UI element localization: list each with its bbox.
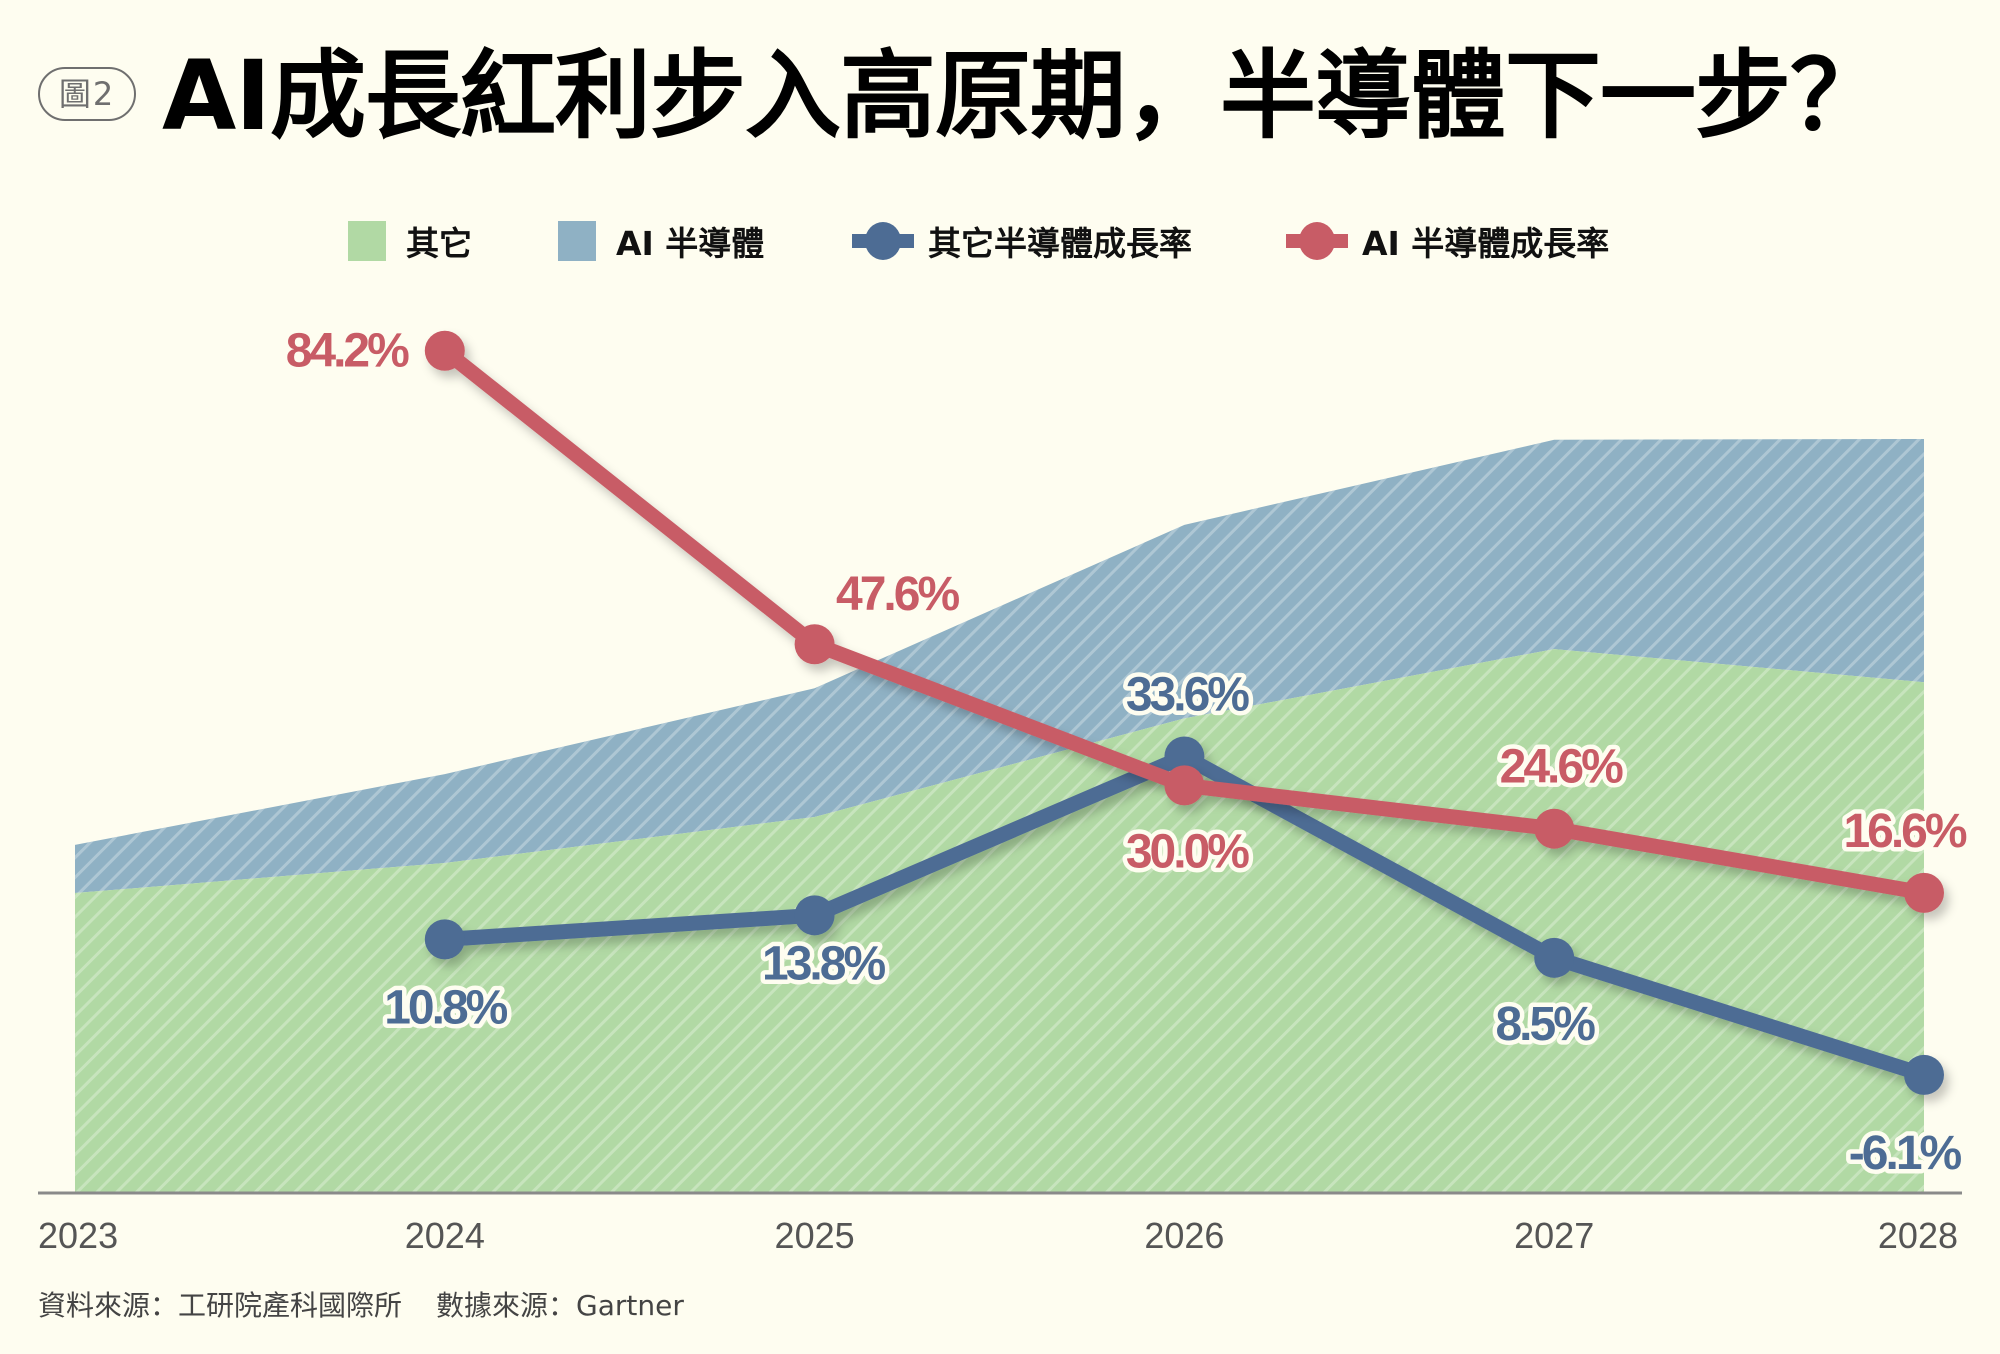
- ai-growth-point: [794, 624, 835, 665]
- ai-growth-data-label: 84.2%: [286, 325, 409, 378]
- legend-line-marker-icon: [1286, 221, 1348, 261]
- ai-growth-data-label: 24.6%: [1500, 741, 1623, 794]
- figure-number-badge: 圖2: [38, 67, 136, 121]
- other-growth-data-label: -6.1%: [1849, 1127, 1962, 1180]
- source-data: 數據來源：Gartner: [436, 1289, 684, 1322]
- other-growth-point: [1904, 1054, 1944, 1095]
- data-labels: 10.8% 13.8% 33.6% 8.5% -6.1% 84.2% 47.6% 30.0% 2…: [281, 320, 1974, 1184]
- other-growth-data-label: 13.8%: [762, 937, 885, 990]
- legend-item-ai-growth: AI 半導體成長率: [1286, 216, 1609, 266]
- legend-label: 其它半導體成長率: [928, 224, 1192, 263]
- other-growth-data-label: 33.6%: [1126, 669, 1249, 722]
- other-growth-data-label: 8.5%: [1495, 998, 1595, 1051]
- legend-line-marker-icon: [852, 221, 914, 261]
- ai-growth-data-label: 30.0%: [1126, 825, 1249, 878]
- legend: 其它 AI 半導體 其它半導體成長率 AI 半導體成長率: [0, 216, 2000, 266]
- x-tick-label: 2024: [405, 1215, 485, 1256]
- legend-label: AI 半導體: [616, 224, 765, 263]
- growth-lines: [424, 330, 1944, 1095]
- legend-swatch-other: [348, 221, 386, 261]
- x-tick-label: 2023: [38, 1215, 118, 1256]
- legend-item-other: 其它: [348, 216, 472, 266]
- x-axis-ticks: 2023 2024 2025 2026 2027 2028: [38, 1215, 1958, 1256]
- ai-growth-point: [1534, 808, 1575, 849]
- ai-growth-point: [1904, 872, 1944, 913]
- area-other-semiconductor-hatch: [75, 649, 1924, 1192]
- legend-label: AI 半導體成長率: [1362, 224, 1610, 263]
- x-tick-label: 2027: [1514, 1215, 1594, 1256]
- other-growth-point: [1534, 937, 1575, 978]
- other-growth-point: [424, 919, 465, 960]
- x-tick-label: 2028: [1878, 1215, 1958, 1256]
- legend-item-other-growth: 其它半導體成長率: [852, 216, 1192, 266]
- legend-label: 其它: [406, 224, 472, 263]
- other-growth-point: [1164, 736, 1205, 777]
- area-ai-semiconductor-hatch: [75, 439, 1924, 894]
- other-growth-series: [424, 736, 1944, 1095]
- ai-growth-point: [424, 330, 465, 371]
- stacked-areas: [75, 439, 1924, 1192]
- x-tick-label: 2026: [1144, 1215, 1224, 1256]
- other-growth-point: [794, 895, 835, 936]
- ai-growth-data-label: 16.6%: [1843, 805, 1966, 858]
- other-growth-data-label: 10.8%: [384, 981, 507, 1034]
- chart-title: AI成長紅利步入高原期，半導體下一步？: [162, 40, 1886, 152]
- legend-swatch-ai: [558, 221, 596, 261]
- x-tick-label: 2025: [775, 1215, 855, 1256]
- source-note: 資料來源：工研院產科國際所 數據來源：Gartner: [38, 1284, 684, 1324]
- ai-growth-series: [424, 330, 1944, 913]
- ai-growth-data-label: 47.6%: [836, 568, 959, 621]
- legend-item-ai: AI 半導體: [558, 216, 764, 266]
- ai-growth-point: [1164, 765, 1205, 806]
- source-org: 資料來源：工研院產科國際所: [38, 1289, 403, 1322]
